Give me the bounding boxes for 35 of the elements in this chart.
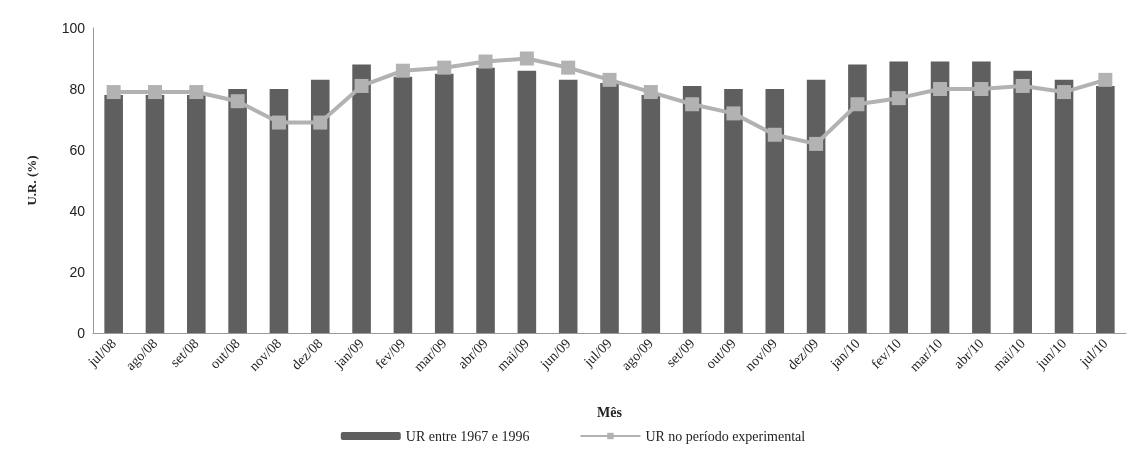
point xyxy=(230,94,245,109)
point xyxy=(726,106,741,121)
point xyxy=(106,85,121,100)
point xyxy=(767,127,782,142)
y-tick-label: 60 xyxy=(69,142,86,158)
y-tick-label: 20 xyxy=(69,264,86,280)
y-tick-label: 100 xyxy=(61,20,86,36)
point xyxy=(395,63,410,78)
point xyxy=(147,85,162,100)
point xyxy=(891,91,906,106)
y-tick-label: 80 xyxy=(69,81,86,97)
point xyxy=(1057,85,1072,100)
point xyxy=(1015,78,1030,93)
point xyxy=(271,115,286,130)
y-tick-label: 0 xyxy=(77,325,86,341)
y-tick-label: 40 xyxy=(69,203,86,219)
point xyxy=(850,97,865,112)
point xyxy=(643,85,658,100)
point xyxy=(685,97,700,112)
point xyxy=(602,72,617,87)
y-axis-title: U.R. (%) xyxy=(24,155,39,206)
point xyxy=(189,85,204,100)
point xyxy=(809,136,824,151)
legend-label: UR entre 1967 e 1996 xyxy=(405,428,530,444)
point xyxy=(354,78,369,93)
x-axis-title: Mês xyxy=(597,404,623,420)
point xyxy=(933,82,948,96)
point xyxy=(561,60,576,75)
point xyxy=(313,115,328,130)
legend-label: UR no período experimental xyxy=(645,428,806,444)
point xyxy=(478,54,493,69)
point xyxy=(519,51,534,66)
point xyxy=(437,60,452,75)
point xyxy=(974,82,989,96)
point xyxy=(1098,72,1113,87)
